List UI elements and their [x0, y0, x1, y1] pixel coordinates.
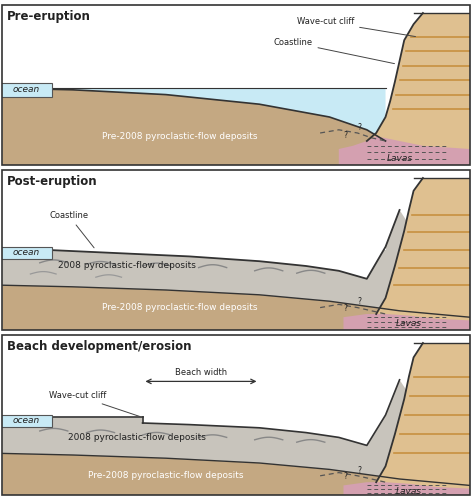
Text: ?: ? — [344, 304, 347, 313]
Text: Pre-2008 pyroclastic-flow deposits: Pre-2008 pyroclastic-flow deposits — [88, 472, 244, 480]
Text: Post-eruption: Post-eruption — [7, 175, 98, 188]
Text: Lavas: Lavas — [396, 488, 422, 496]
Text: Lavas: Lavas — [387, 154, 413, 163]
Polygon shape — [367, 13, 470, 165]
Polygon shape — [2, 88, 386, 141]
Text: Wave-cut cliff: Wave-cut cliff — [49, 391, 140, 416]
Text: ocean: ocean — [13, 86, 40, 94]
Text: Pre-2008 pyroclastic-flow deposits: Pre-2008 pyroclastic-flow deposits — [102, 132, 258, 140]
Polygon shape — [2, 88, 386, 165]
Text: Wave-cut cliff: Wave-cut cliff — [297, 17, 415, 36]
Text: 2008 pyroclastic-flow deposits: 2008 pyroclastic-flow deposits — [59, 262, 196, 270]
Bar — [2, 170, 386, 250]
FancyBboxPatch shape — [1, 82, 52, 97]
Text: Coastline: Coastline — [49, 211, 94, 248]
Text: ?: ? — [357, 298, 362, 306]
Text: Pre-eruption: Pre-eruption — [7, 10, 91, 23]
Text: ocean: ocean — [13, 248, 40, 257]
Text: ?: ? — [357, 466, 362, 474]
Text: ?: ? — [344, 131, 347, 140]
Polygon shape — [2, 380, 470, 486]
Text: 2008 pyroclastic-flow deposits: 2008 pyroclastic-flow deposits — [68, 433, 206, 442]
Polygon shape — [2, 454, 470, 495]
Bar — [2, 335, 143, 417]
Polygon shape — [376, 178, 470, 330]
Polygon shape — [344, 482, 470, 495]
Text: Pre-2008 pyroclastic-flow deposits: Pre-2008 pyroclastic-flow deposits — [102, 303, 258, 312]
Polygon shape — [2, 210, 470, 317]
Text: Beach width: Beach width — [175, 368, 227, 377]
Polygon shape — [376, 343, 470, 495]
Text: Lavas: Lavas — [396, 319, 422, 328]
Text: Coastline: Coastline — [273, 38, 395, 64]
Text: ?: ? — [357, 123, 362, 132]
Text: Beach development/erosion: Beach development/erosion — [7, 340, 192, 353]
Text: ?: ? — [344, 472, 347, 481]
Bar — [2, 5, 386, 88]
Text: ocean: ocean — [13, 416, 40, 426]
FancyBboxPatch shape — [1, 415, 52, 427]
Polygon shape — [344, 314, 470, 330]
Bar — [143, 334, 376, 422]
Polygon shape — [339, 136, 470, 165]
Polygon shape — [2, 285, 470, 330]
FancyBboxPatch shape — [1, 247, 52, 259]
